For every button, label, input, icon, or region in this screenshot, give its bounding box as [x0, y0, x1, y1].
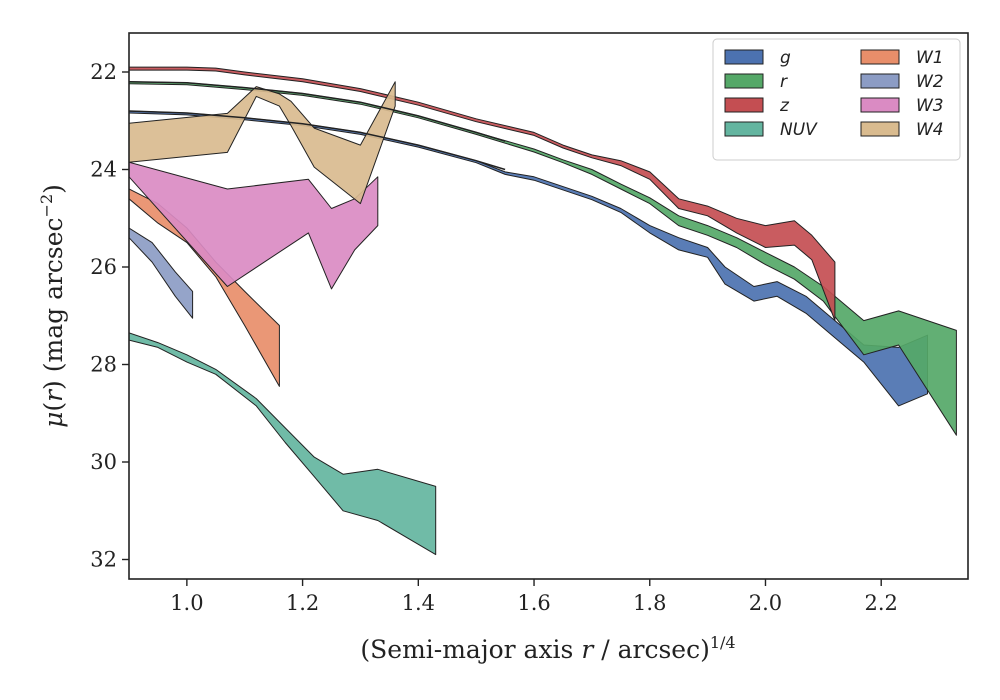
legend-swatch-w4 [860, 121, 900, 137]
band-g [129, 110, 928, 407]
legend-label-nuv: NUV [780, 120, 818, 140]
legend-swatch-g [724, 49, 764, 65]
band-w2 [129, 227, 194, 319]
legend-label-w4: W4 [916, 120, 944, 140]
band-w3 [129, 161, 379, 290]
profile-lines-layer [129, 81, 506, 171]
plot-frame [128, 32, 969, 580]
x-tick-label: 1.6 [517, 591, 550, 615]
x-tick-label: 2.0 [749, 591, 782, 615]
band-z [129, 66, 836, 322]
y-tick-label: 28 [90, 353, 117, 377]
legend-label-r: r [780, 72, 788, 92]
y-tick-label: 24 [90, 158, 117, 182]
legend-label-w1: W1 [916, 48, 944, 68]
profile-line-2 [129, 110, 506, 171]
bands-layer [129, 66, 957, 556]
legend-label-w3: W3 [916, 96, 944, 116]
y-tick-label: 32 [90, 548, 117, 572]
y-axis-label: μ(r) (mag arcsec−2) [37, 184, 68, 428]
legend-swatch-w3 [860, 97, 900, 113]
x-tick-label: 1.8 [633, 591, 666, 615]
legend-label-g: g [780, 48, 791, 68]
x-axis-label: (Semi-major axis r / arcsec)1/4 [360, 633, 735, 664]
profile-line-1 [129, 81, 506, 142]
x-axis: 1.0 1.2 1.4 1.6 1.8 2.0 2.2 [170, 579, 898, 615]
legend-swatch-r [724, 73, 764, 89]
x-tick-label: 1.4 [402, 591, 435, 615]
legend-label-w2: W2 [916, 72, 944, 92]
legend-swatch-nuv [724, 121, 764, 137]
band-nuv [129, 332, 437, 556]
x-tick-label: 1.2 [286, 591, 319, 615]
legend-swatch-w2 [860, 73, 900, 89]
x-tick-label: 2.2 [865, 591, 898, 615]
y-tick-label: 26 [90, 255, 117, 279]
legend-swatch-w1 [860, 49, 900, 65]
legend-swatch-z [724, 97, 764, 113]
legend-label-z: z [779, 96, 790, 116]
y-axis: 22 24 26 28 30 32 [90, 60, 129, 572]
y-tick-label: 30 [90, 450, 117, 474]
band-r [129, 81, 957, 436]
legend: grz NUV W1 W2 W3 W4 [712, 38, 961, 161]
x-tick-label: 1.0 [170, 591, 203, 615]
y-tick-label: 22 [90, 60, 117, 84]
band-w4 [129, 81, 396, 205]
